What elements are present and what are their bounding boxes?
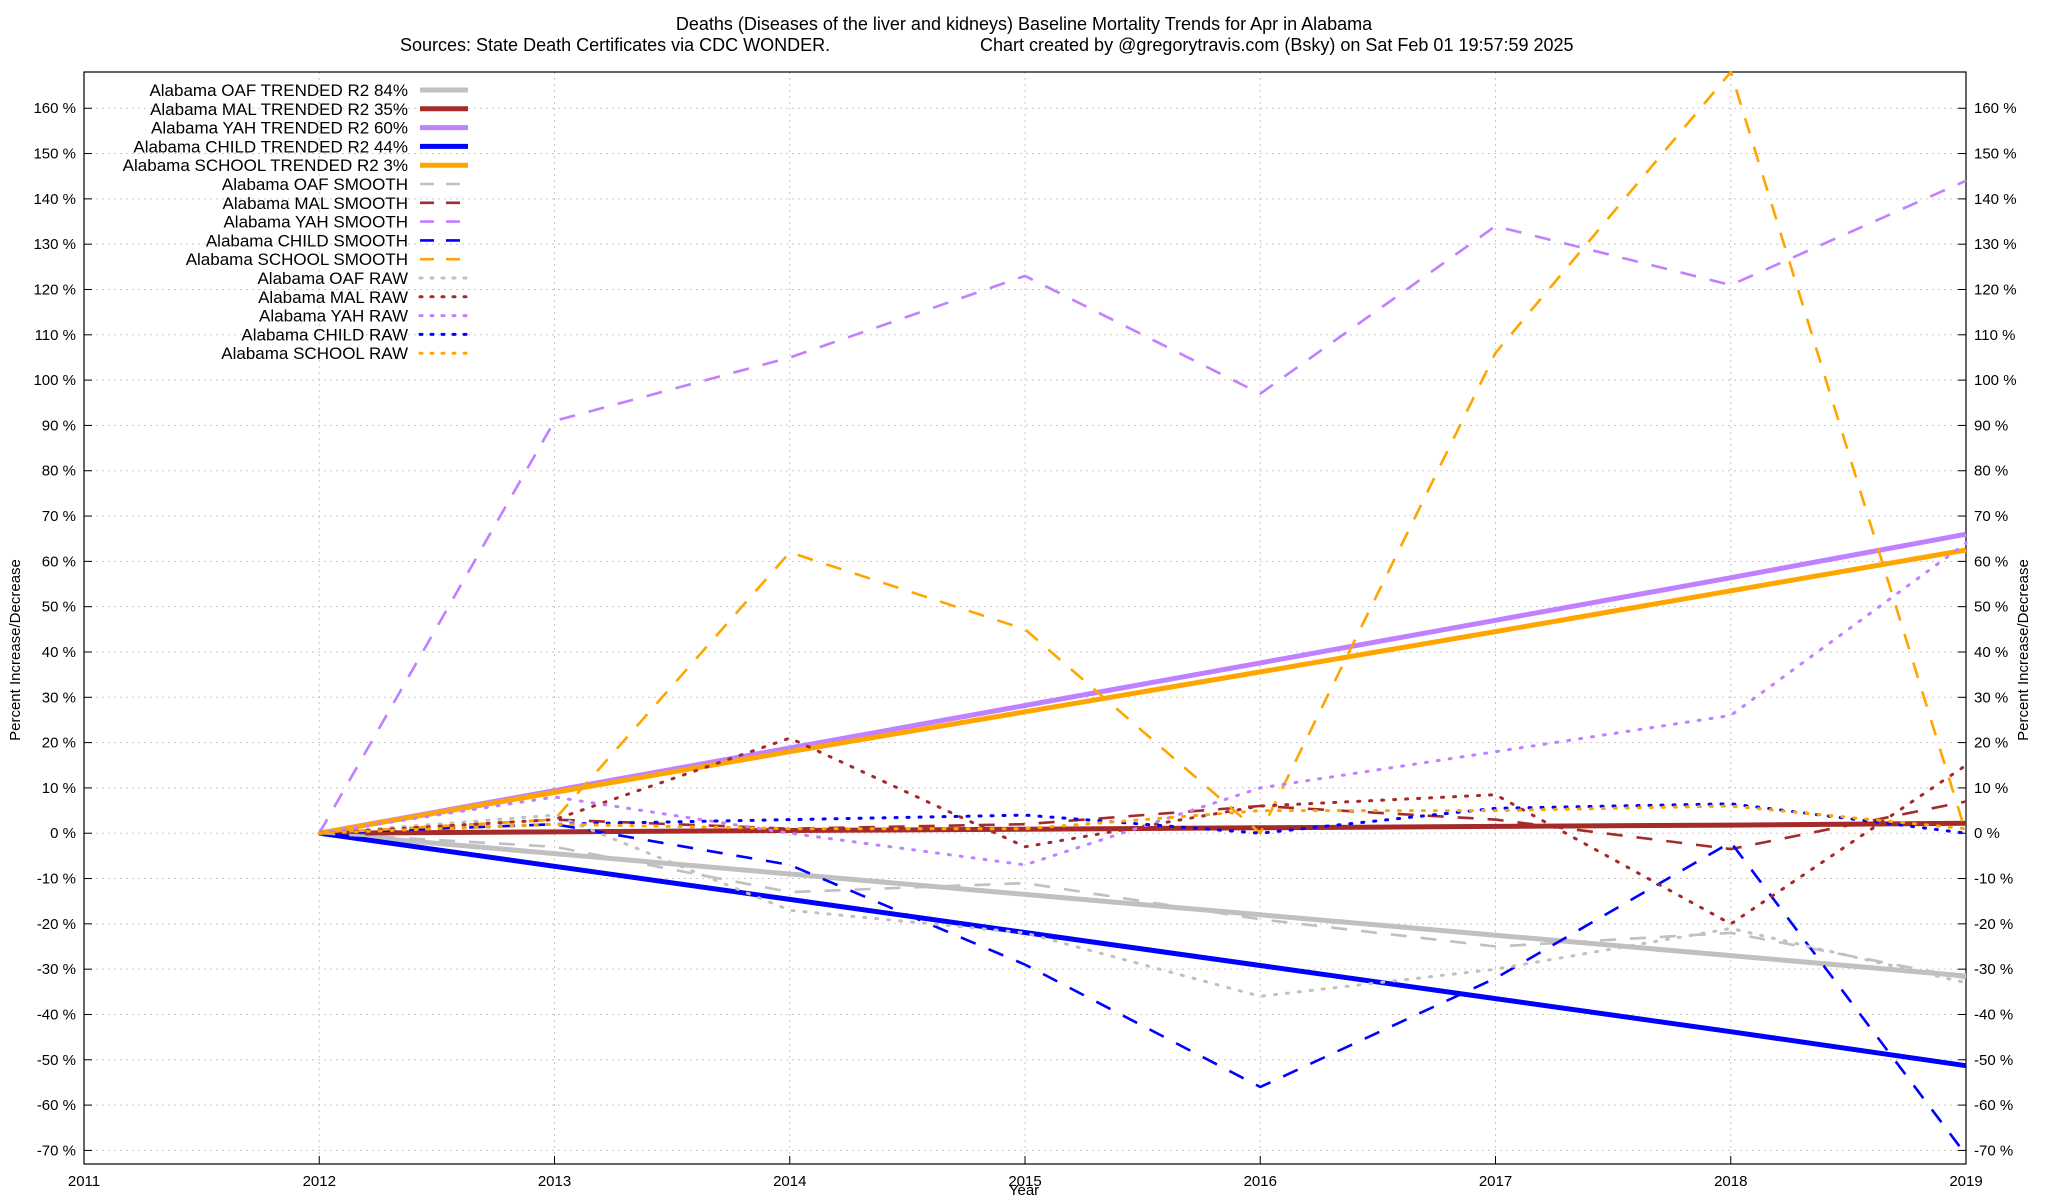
y-tick-label-right: 0 % [1974,825,2000,842]
y-tick-label-right: -20 % [1974,916,2013,933]
y-tick-label-right: 60 % [1974,553,2008,570]
series-line-alabama-child-smooth [319,822,1968,1156]
y-tick-label-right: -60 % [1974,1097,2013,1114]
y-tick-label-left: -30 % [37,961,76,978]
y-axis-label-right: Percent Increase/Decrease [2015,559,2032,741]
y-tick-label-right: 20 % [1974,735,2008,752]
legend-label: Alabama CHILD RAW [241,325,408,344]
y-tick-label-right: 30 % [1974,689,2008,706]
y-axis-label-left: Percent Increase/Decrease [7,559,24,741]
x-tick-label: 2017 [1479,1173,1512,1190]
series-line-alabama-child-raw [317,802,1968,835]
series-line-alabama-yah-smooth [318,179,1967,834]
x-tick-label: 2012 [303,1173,336,1190]
y-tick-label-right: 120 % [1974,281,2017,298]
y-tick-label-right: -10 % [1974,871,2013,888]
legend-label: Alabama YAH RAW [259,307,408,326]
x-tick-label: 2018 [1714,1173,1747,1190]
x-tick-label: 2013 [538,1173,571,1190]
y-tick-label-right: 140 % [1974,191,2017,208]
legend-label: Alabama SCHOOL RAW [221,344,408,363]
y-tick-label-left: 10 % [42,780,76,797]
legend-label: Alabama CHILD SMOOTH [206,231,408,250]
y-tick-label-right: 130 % [1974,236,2017,253]
legend-label: Alabama YAH TRENDED R2 60% [151,119,408,138]
legend-label: Alabama CHILD TRENDED R2 44% [133,137,408,156]
y-tick-label-right: -70 % [1974,1142,2013,1159]
legend-label: Alabama SCHOOL TRENDED R2 3% [123,156,408,175]
y-tick-label-left: 150 % [33,146,76,163]
y-tick-label-left: 60 % [42,553,76,570]
y-tick-label-left: 110 % [35,327,76,344]
series-line-alabama-school-smooth [319,70,1968,835]
legend-label: Alabama YAH SMOOTH [223,213,408,232]
series-line-alabama-yah-raw [317,541,1968,867]
y-tick-label-left: -70 % [37,1142,76,1159]
y-tick-label-right: 80 % [1974,463,2008,480]
legend-label: Alabama SCHOOL SMOOTH [186,250,408,269]
y-tick-label-left: 40 % [42,644,76,661]
y-tick-label-right: -40 % [1974,1006,2013,1023]
series-line-alabama-oaf-trended-r2-84 [319,830,1967,979]
y-tick-label-right: 50 % [1974,599,2008,616]
y-tick-label-right: 100 % [1974,372,2017,389]
y-tick-label-left: 0 % [50,825,76,842]
legend-label: Alabama OAF SMOOTH [222,175,408,194]
series-line-alabama-oaf-raw [317,813,1968,998]
y-tick-label-left: 30 % [42,689,76,706]
y-tick-label-left: 80 % [42,463,76,480]
y-tick-label-left: 160 % [33,100,76,117]
y-tick-label-left: 70 % [42,508,76,525]
legend-label: Alabama MAL RAW [258,288,408,307]
series-group [317,70,1968,1156]
legend-label: Alabama MAL SMOOTH [223,194,408,213]
x-tick-label: 2014 [773,1173,806,1190]
y-tick-label-left: -10 % [37,871,76,888]
series-line-alabama-mal-smooth [319,800,1967,851]
y-tick-label-left: 130 % [33,236,76,253]
y-tick-label-left: 50 % [42,599,76,616]
series-line-alabama-mal-trended-r2-35 [319,820,1967,836]
y-tick-label-right: 10 % [1974,780,2008,797]
y-tick-label-right: 70 % [1974,508,2008,525]
legend: Alabama OAF TRENDED R2 84%Alabama MAL TR… [123,81,470,363]
series-line-alabama-school-trended-r2-3 [318,547,1967,836]
series-line-alabama-mal-raw [317,736,1968,926]
y-tick-label-right: -30 % [1974,961,2013,978]
y-tick-label-left: 120 % [33,281,76,298]
y-tick-label-left: 140 % [33,191,76,208]
y-tick-label-right: 150 % [1974,146,2017,163]
legend-label: Alabama OAF TRENDED R2 84% [149,81,408,100]
y-tick-label-left: 100 % [33,372,76,389]
x-axis-label: Year [1009,1182,1039,1199]
chart-subtitle-source: Sources: State Death Certificates via CD… [400,35,830,55]
chart-subtitle-credit: Chart created by @gregorytravis.com (Bsk… [980,35,1574,55]
chart-title: Deaths (Diseases of the liver and kidney… [676,14,1373,34]
y-tick-label-right: 110 % [1974,327,2015,344]
legend-label: Alabama MAL TRENDED R2 35% [150,100,408,119]
y-tick-label-left: -20 % [37,916,76,933]
legend-label: Alabama OAF RAW [257,269,408,288]
y-tick-label-left: -60 % [37,1097,76,1114]
axes: 160 % 160 % 150 % 150 % 140 % 140 % 130 % 130 %… [33,71,2017,1190]
series-line-alabama-child-trended-r2-44 [318,830,1967,1069]
y-tick-label-right: 160 % [1974,100,2017,117]
y-tick-label-left: 90 % [42,417,76,434]
plot-frame [83,71,1967,1165]
y-tick-label-left: 20 % [42,735,76,752]
x-tick-label: 2016 [1244,1173,1277,1190]
y-tick-label-left: -40 % [37,1006,76,1023]
series-line-alabama-school-raw [317,804,1968,835]
y-tick-label-left: -50 % [37,1052,76,1069]
x-tick-label: 2019 [1949,1173,1982,1190]
y-tick-label-right: -50 % [1974,1052,2013,1069]
x-tick-label: 2015 [1008,1173,1041,1190]
y-tick-label-right: 40 % [1974,644,2008,661]
x-tick-label: 2011 [68,1173,100,1190]
y-tick-label-right: 90 % [1974,417,2008,434]
